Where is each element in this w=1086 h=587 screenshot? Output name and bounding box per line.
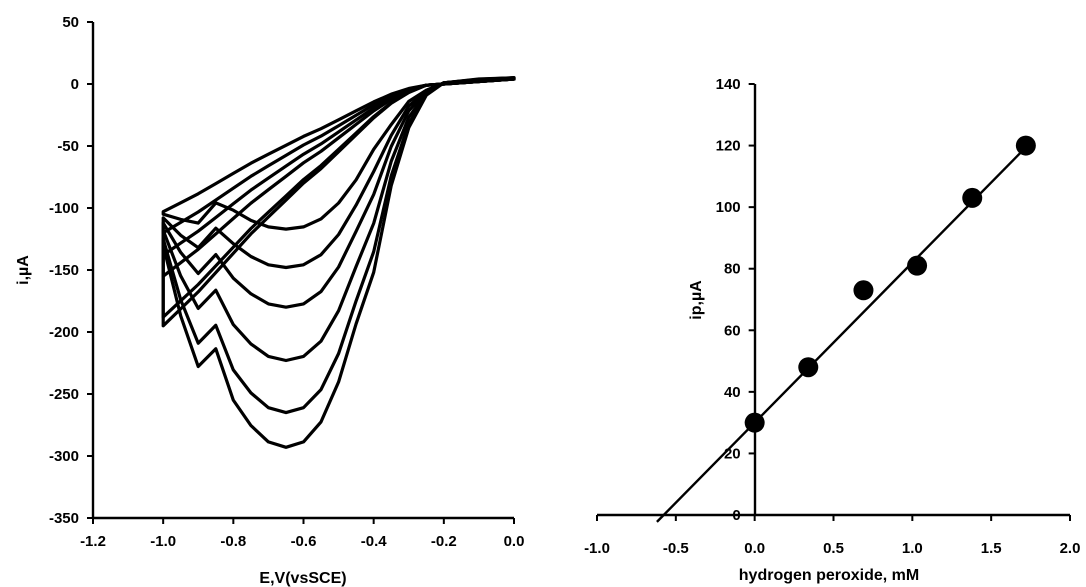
calibration-ticks: -1.0 -0.5 0.0 0.5 1.0 1.5 2.0 0 20 40 60 80 100 120 14… — [584, 76, 1080, 557]
cv-y-tick-label: -350 — [49, 510, 79, 527]
cv-y-tick-label: -150 — [49, 262, 79, 279]
cv-chart: -1.2 -1.0 -0.8 -0.6 -0.4 -0.2 0.0 50 0 -50 -100 -15… — [15, 14, 524, 587]
calibration-x-tick-label: 0.5 — [823, 540, 844, 557]
cv-x-tick-label: -0.4 — [361, 533, 388, 550]
cv-ticks: -1.2 -1.0 -0.8 -0.6 -0.4 -0.2 0.0 50 0 -50 -100 -15… — [49, 14, 524, 550]
cv-x-tick-label: -0.6 — [291, 533, 317, 550]
cv-x-tick-label: -0.8 — [220, 533, 246, 550]
data-point-1 — [744, 412, 765, 433]
calibration-y-tick-label: 20 — [724, 445, 741, 462]
calibration-y-tick-label: 40 — [724, 384, 741, 401]
cv-y-axis-label: i,µA — [15, 255, 32, 285]
cv-y-tick-label: -200 — [49, 324, 79, 341]
cv-curve-5 — [161, 76, 516, 415]
data-point-5 — [962, 187, 983, 208]
calibration-x-tick-label: -1.0 — [584, 540, 610, 557]
cv-curve-6 — [161, 76, 516, 449]
calibration-y-tick-label: 120 — [716, 138, 741, 155]
calibration-x-tick-label: -0.5 — [663, 540, 689, 557]
calibration-x-tick-label: 1.0 — [902, 540, 923, 557]
cv-y-tick-label: -300 — [49, 448, 79, 465]
calibration-chart: -1.0 -0.5 0.0 0.5 1.0 1.5 2.0 0 20 40 60 80 100 120 14… — [584, 76, 1080, 584]
calibration-x-tick-label: 0.0 — [744, 540, 765, 557]
cv-x-axis-label: E,V(vsSCE) — [259, 570, 346, 587]
cv-y-tick-label: -50 — [57, 138, 79, 155]
cv-curve-1 — [161, 76, 516, 231]
cv-y-tick-label: 0 — [71, 76, 79, 93]
cv-x-tick-label: -0.2 — [431, 533, 457, 550]
calibration-x-tick-label: 2.0 — [1060, 540, 1081, 557]
calibration-y-axis-label: ip,µA — [688, 280, 705, 320]
cv-x-tick-label: -1.2 — [80, 533, 106, 550]
data-point-4 — [907, 255, 928, 276]
linear-fit-line — [656, 146, 1027, 523]
calibration-fit — [656, 146, 1027, 523]
cv-y-tick-label: -250 — [49, 386, 79, 403]
data-point-3 — [853, 280, 874, 301]
cv-curve-2 — [161, 76, 516, 270]
cv-x-tick-label: -1.0 — [150, 533, 176, 550]
calibration-points — [744, 135, 1036, 433]
calibration-y-tick-label: 60 — [724, 322, 741, 339]
cv-y-tick-label: -100 — [49, 200, 79, 217]
calibration-y-tick-label: 100 — [716, 199, 741, 216]
cv-x-tick-label: 0.0 — [504, 533, 525, 550]
data-point-2 — [798, 357, 819, 378]
calibration-x-axis-label: hydrogen peroxide, mM — [739, 567, 919, 584]
cv-y-tick-label: 50 — [62, 14, 79, 31]
calibration-y-tick-label: 140 — [716, 76, 741, 93]
calibration-y-tick-label: 0 — [732, 507, 740, 524]
calibration-y-tick-label: 80 — [724, 261, 741, 278]
calibration-x-tick-label: 1.5 — [981, 540, 1002, 557]
data-point-6 — [1015, 135, 1036, 156]
cv-curves — [161, 76, 516, 449]
